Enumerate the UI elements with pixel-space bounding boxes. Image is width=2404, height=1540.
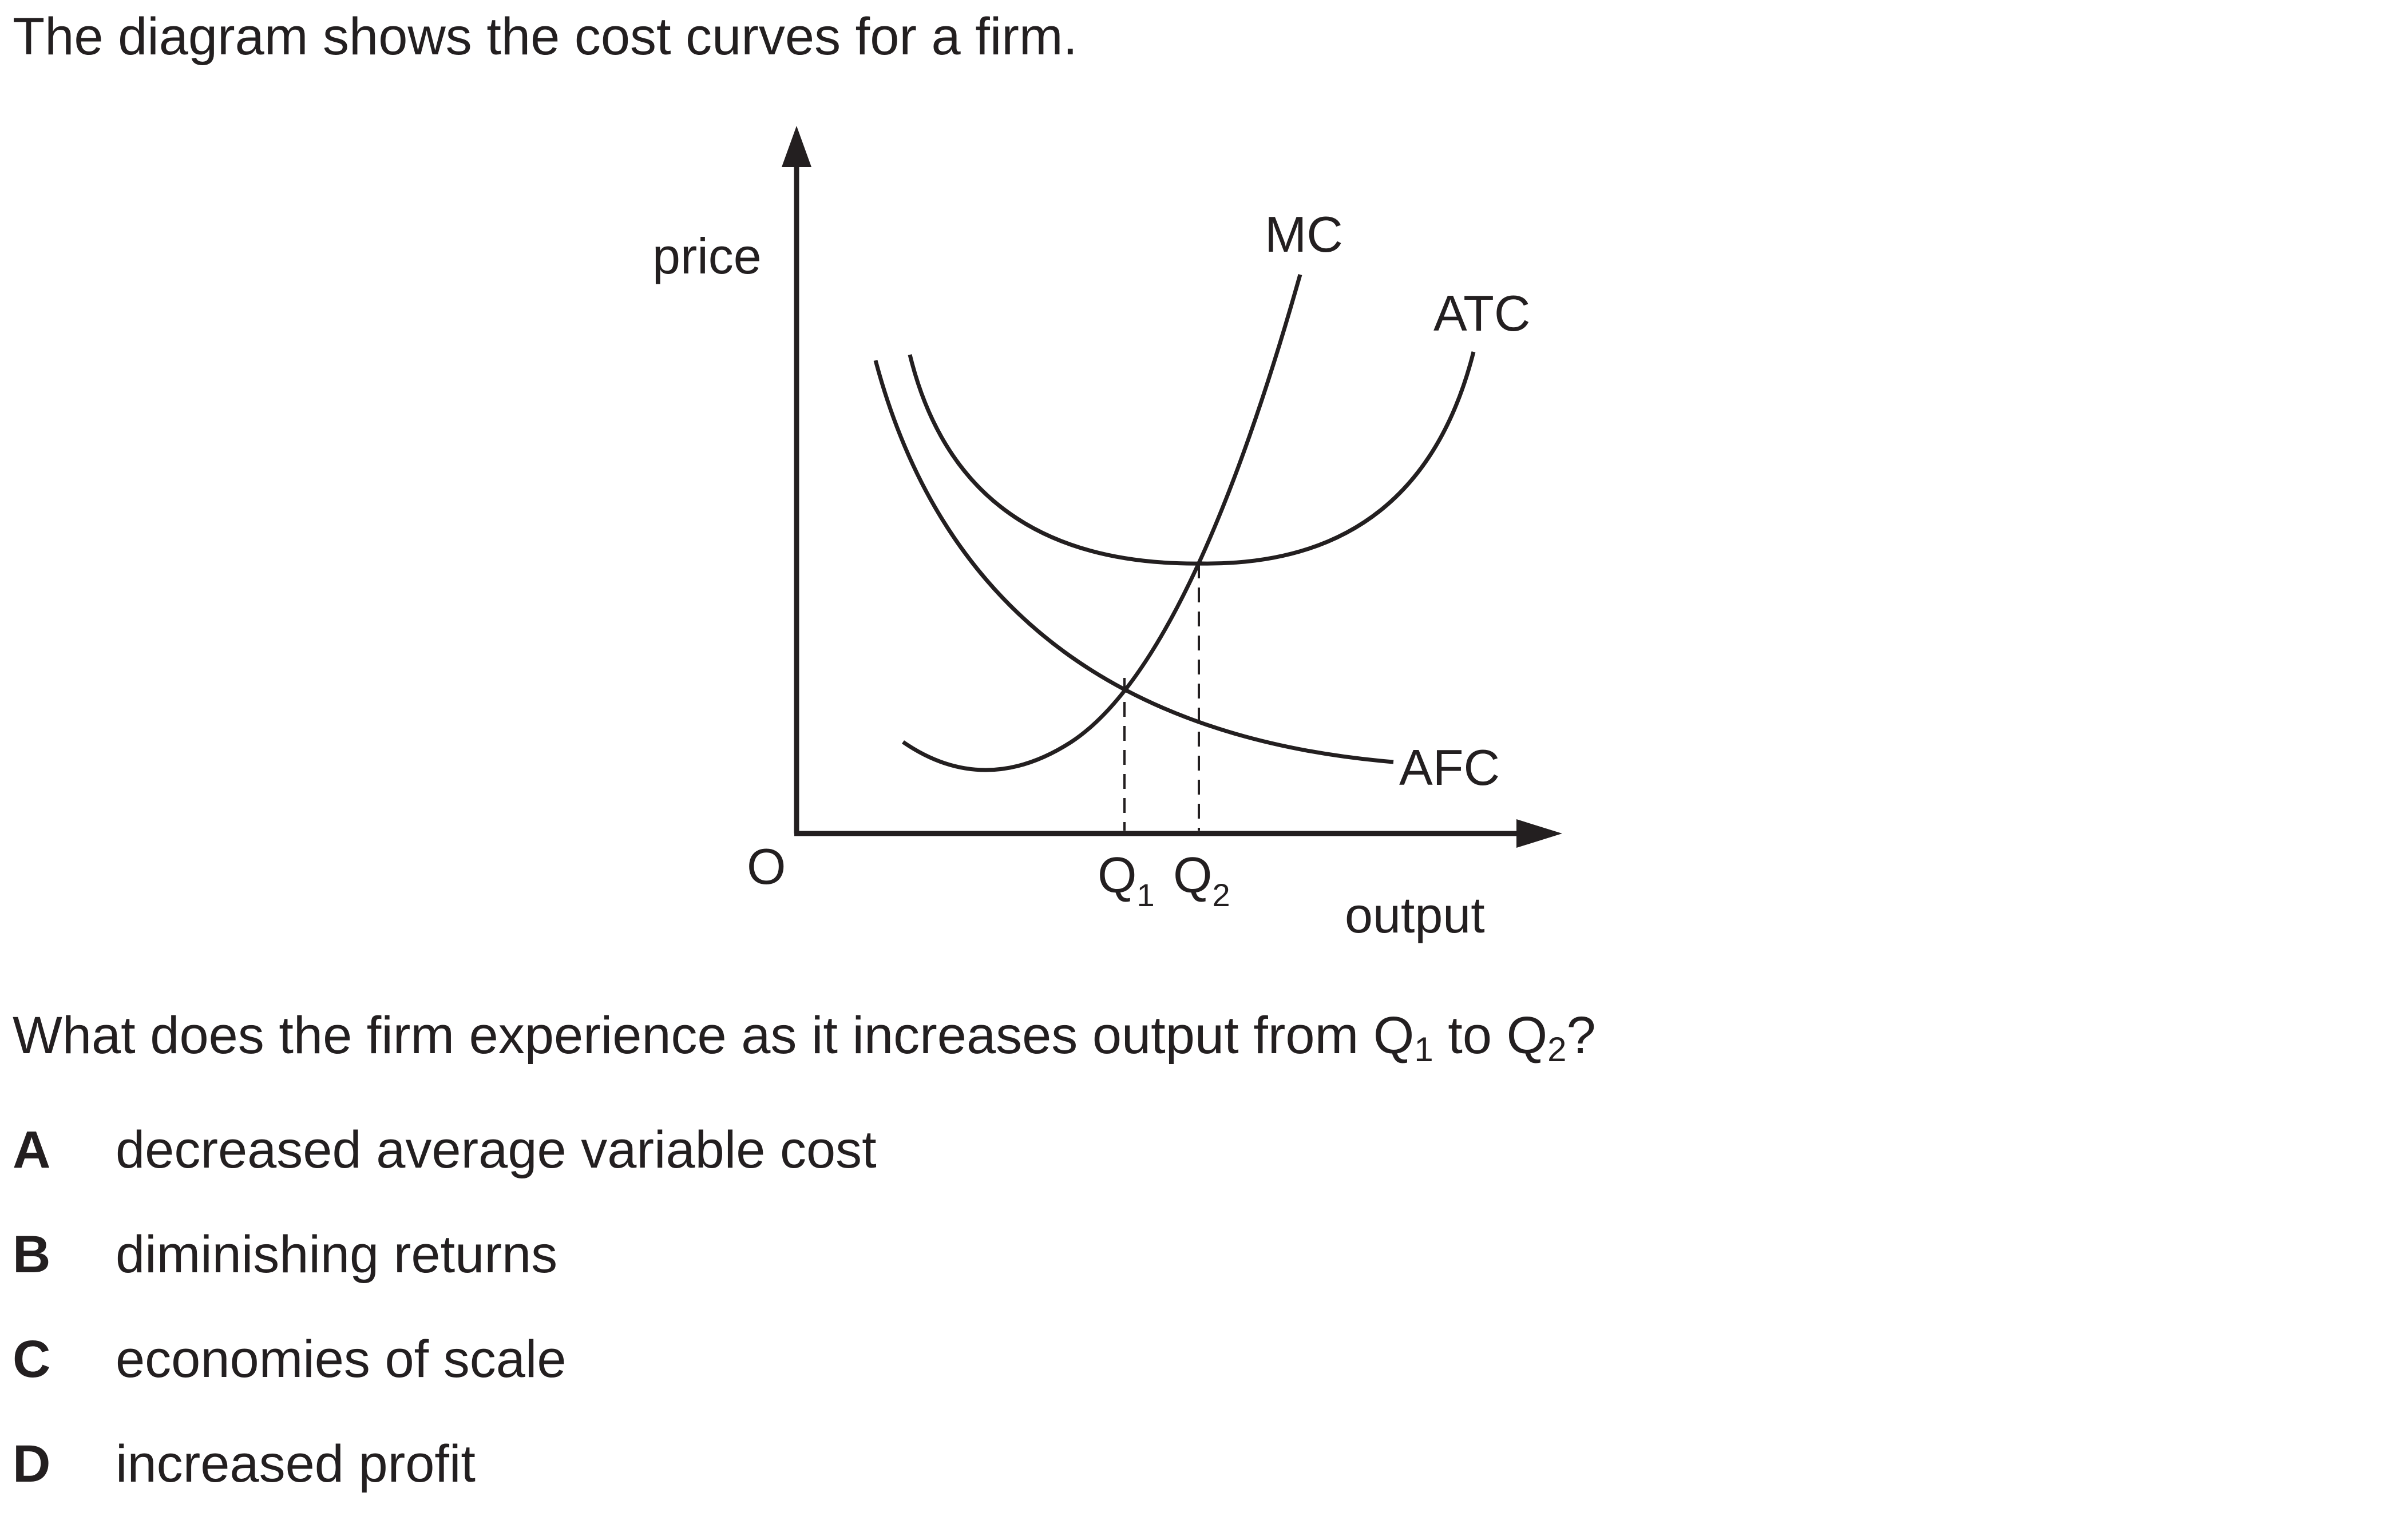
- question-pre: What does the firm experience as it incr…: [13, 1006, 1373, 1065]
- option-a[interactable]: A decreased average variable cost: [13, 1121, 877, 1226]
- question-text: What does the firm experience as it incr…: [13, 1006, 1596, 1066]
- question-q1-letter: Q: [1373, 1006, 1415, 1065]
- option-text: decreased average variable cost: [116, 1121, 877, 1179]
- option-letter: A: [13, 1121, 51, 1179]
- afc-label: AFC: [1399, 739, 1500, 796]
- atc-curve: [908, 351, 1476, 566]
- q1-subscript: 1: [1136, 877, 1154, 913]
- afc-curve: [873, 360, 1394, 764]
- option-b[interactable]: B diminishing returns: [13, 1225, 877, 1331]
- x-axis-arrowhead: [1516, 819, 1562, 848]
- question-q2-sub: 2: [1547, 1030, 1567, 1069]
- intro-text: The diagram shows the cost curves for a …: [13, 7, 1078, 66]
- option-text: increased profit: [116, 1435, 476, 1493]
- x-axis-label: output: [1345, 887, 1485, 943]
- option-text: diminishing returns: [116, 1225, 558, 1284]
- question-q1-sub: 1: [1414, 1030, 1433, 1069]
- option-letter: B: [13, 1225, 51, 1284]
- q2-subscript: 2: [1212, 877, 1230, 913]
- option-d[interactable]: D increased profit: [13, 1435, 877, 1540]
- y-axis-label: price: [652, 228, 762, 284]
- y-axis-arrowhead: [782, 126, 811, 167]
- origin-label: O: [747, 838, 786, 895]
- option-letter: C: [13, 1330, 51, 1388]
- option-text: economies of scale: [116, 1330, 567, 1388]
- answer-options: A decreased average variable cost B dimi…: [13, 1121, 877, 1540]
- atc-label: ATC: [1433, 285, 1530, 342]
- option-letter: D: [13, 1435, 51, 1493]
- question-q2-letter: Q: [1506, 1006, 1548, 1065]
- mc-curve: [902, 274, 1302, 772]
- question-mid: to: [1433, 1006, 1507, 1065]
- option-c[interactable]: C economies of scale: [13, 1330, 877, 1435]
- mc-label: MC: [1265, 206, 1343, 263]
- question-post: ?: [1566, 1006, 1596, 1065]
- cost-curves-diagram: price O output MC ATC AFC Q1 Q2: [652, 126, 1562, 943]
- q1-label: Q1: [1098, 847, 1155, 913]
- q1-letter: Q: [1098, 847, 1136, 903]
- q2-letter: Q: [1173, 847, 1212, 903]
- q2-label: Q2: [1173, 847, 1230, 913]
